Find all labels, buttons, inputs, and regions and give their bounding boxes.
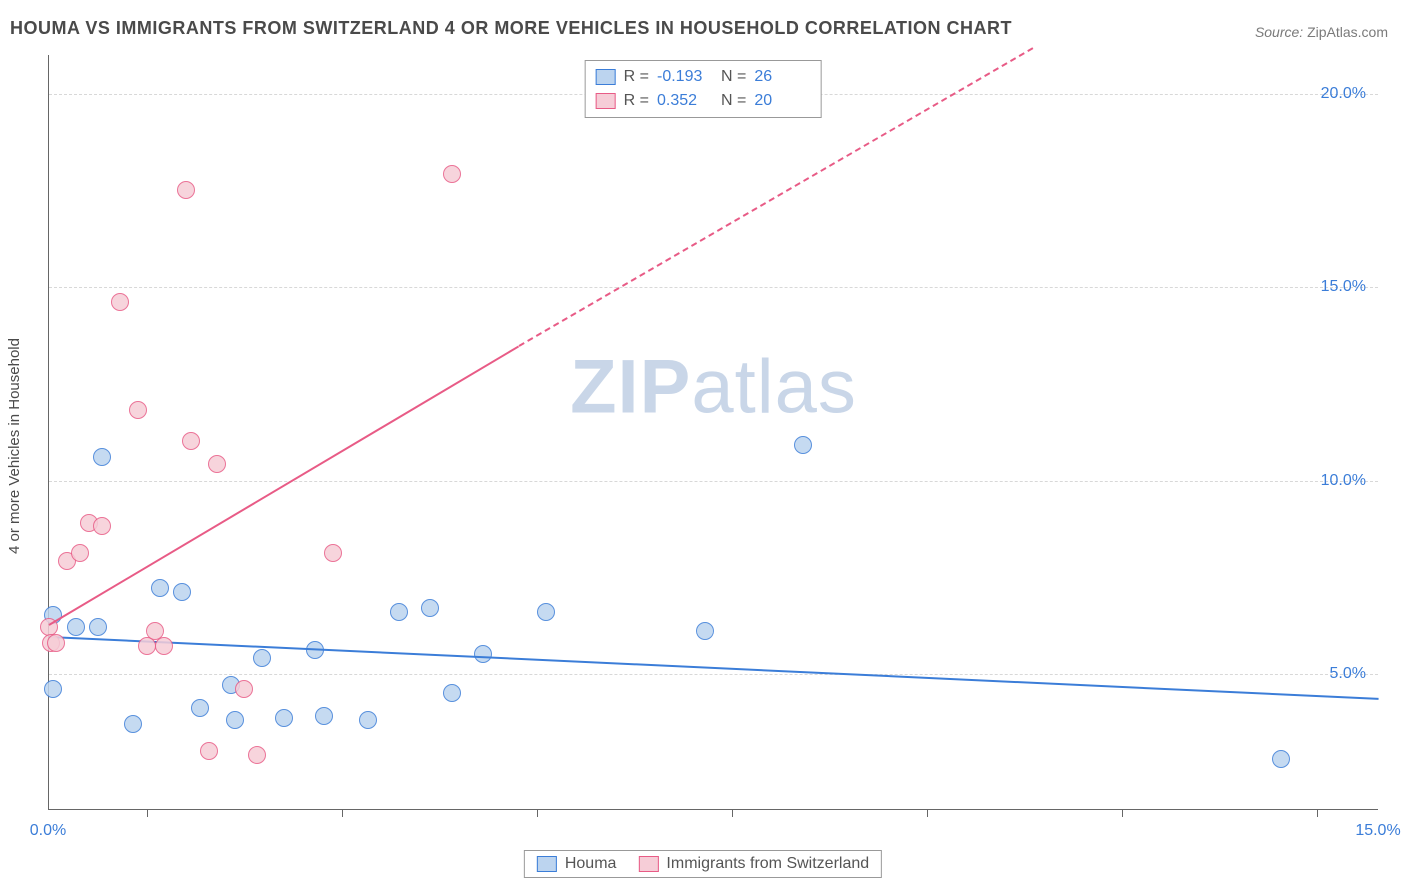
r-label: R = [624, 89, 649, 113]
data-point [124, 715, 142, 733]
data-point [151, 579, 169, 597]
data-point [129, 401, 147, 419]
data-point [138, 637, 156, 655]
legend-row-houma: R = -0.193 N = 26 [596, 65, 811, 89]
gridline [49, 287, 1378, 288]
source-attribution: Source: ZipAtlas.com [1255, 24, 1388, 40]
r-label: R = [624, 65, 649, 89]
x-tick-label: 15.0% [1355, 822, 1400, 840]
correlation-legend: R = -0.193 N = 26 R = 0.352 N = 20 [585, 60, 822, 118]
legend-label-houma: Houma [565, 855, 617, 873]
chart-title: HOUMA VS IMMIGRANTS FROM SWITZERLAND 4 O… [10, 18, 1012, 39]
data-point [191, 699, 209, 717]
trend-line [48, 346, 519, 626]
n-label: N = [721, 65, 746, 89]
data-point [324, 544, 342, 562]
x-tick [927, 809, 928, 817]
data-point [173, 583, 191, 601]
gridline [49, 481, 1378, 482]
x-tick [732, 809, 733, 817]
y-tick-label: 5.0% [1330, 665, 1366, 683]
data-point [275, 709, 293, 727]
x-tick [147, 809, 148, 817]
data-point [93, 517, 111, 535]
data-point [443, 165, 461, 183]
r-value-swiss: 0.352 [657, 89, 713, 113]
data-point [390, 603, 408, 621]
source-label: Source: [1255, 24, 1303, 40]
data-point [182, 432, 200, 450]
legend-label-swiss: Immigrants from Switzerland [666, 855, 869, 873]
data-point [1272, 750, 1290, 768]
data-point [794, 436, 812, 454]
scatter-plot-area: ZIPatlas 5.0% 10.0% 15.0% 20.0% [48, 55, 1378, 810]
swatch-houma [596, 69, 616, 85]
data-point [537, 603, 555, 621]
n-value-swiss: 20 [754, 89, 810, 113]
legend-item-swiss: Immigrants from Switzerland [638, 855, 869, 873]
source-value: ZipAtlas.com [1307, 24, 1388, 40]
data-point [44, 680, 62, 698]
data-point [253, 649, 271, 667]
data-point [315, 707, 333, 725]
data-point [248, 746, 266, 764]
watermark: ZIPatlas [570, 343, 857, 430]
gridline [49, 674, 1378, 675]
legend-item-houma: Houma [537, 855, 617, 873]
swatch-houma [537, 856, 557, 872]
data-point [443, 684, 461, 702]
data-point [155, 637, 173, 655]
y-tick-label: 10.0% [1321, 472, 1366, 490]
data-point [421, 599, 439, 617]
data-point [71, 544, 89, 562]
data-point [235, 680, 253, 698]
data-point [89, 618, 107, 636]
x-tick-label: 0.0% [30, 822, 66, 840]
x-tick [1317, 809, 1318, 817]
y-axis-label: 4 or more Vehicles in Household [6, 338, 23, 554]
data-point [200, 742, 218, 760]
series-legend: Houma Immigrants from Switzerland [524, 850, 882, 878]
data-point [474, 645, 492, 663]
data-point [226, 711, 244, 729]
data-point [47, 634, 65, 652]
x-tick [342, 809, 343, 817]
x-tick [537, 809, 538, 817]
data-point [177, 181, 195, 199]
n-label: N = [721, 89, 746, 113]
legend-row-swiss: R = 0.352 N = 20 [596, 89, 811, 113]
swatch-swiss [596, 93, 616, 109]
x-tick [1122, 809, 1123, 817]
r-value-houma: -0.193 [657, 65, 713, 89]
swatch-swiss [638, 856, 658, 872]
data-point [67, 618, 85, 636]
data-point [111, 293, 129, 311]
data-point [696, 622, 714, 640]
n-value-houma: 26 [754, 65, 810, 89]
y-tick-label: 20.0% [1321, 85, 1366, 103]
y-tick-label: 15.0% [1321, 278, 1366, 296]
data-point [359, 711, 377, 729]
data-point [93, 448, 111, 466]
data-point [208, 455, 226, 473]
